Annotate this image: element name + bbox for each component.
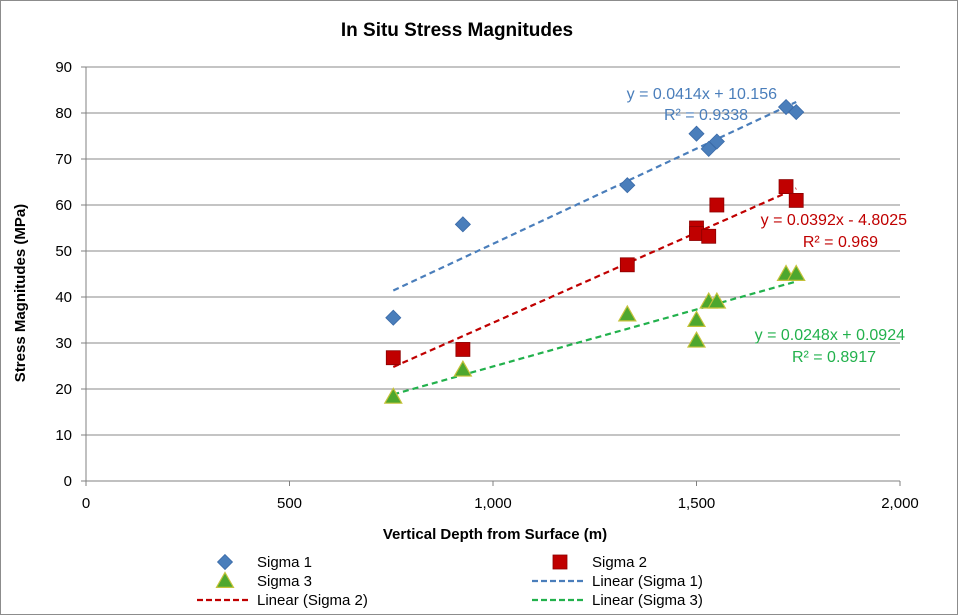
point-sigma-3 xyxy=(686,330,707,348)
point-sigma-1 xyxy=(385,309,402,326)
y-tick-label: 40 xyxy=(55,289,72,306)
legend-label-6: Linear (Sigma 3) xyxy=(592,592,703,609)
trend-equations: y = 0.0414x + 10.156 R² = 0.9338 y = 0.039… xyxy=(627,86,907,366)
point-sigma-2 xyxy=(709,197,725,213)
trend-equation-3: y = 0.0248x + 0.0924 xyxy=(755,327,905,344)
point-sigma-2 xyxy=(778,179,794,195)
data-points xyxy=(383,98,806,404)
point-sigma-1 xyxy=(688,125,705,142)
point-sigma-3 xyxy=(686,310,707,327)
x-tick-label: 1,500 xyxy=(678,495,716,512)
tick-labels: 0 10 20 30 40 50 60 70 80 90 0 500 1,000 1,500 2,000 xyxy=(55,59,918,512)
point-sigma-2 xyxy=(619,257,635,273)
y-tick-label: 30 xyxy=(55,335,72,352)
point-sigma-1 xyxy=(454,216,471,233)
chart-title: In Situ Stress Magnitudes xyxy=(341,20,573,41)
point-sigma-2 xyxy=(701,228,717,244)
axes xyxy=(81,66,901,486)
trendline-sigma-1 xyxy=(392,100,797,292)
x-tick-label: 500 xyxy=(277,495,302,512)
y-tick-label: 90 xyxy=(55,59,72,76)
point-sigma-3 xyxy=(453,359,473,377)
legend-label-1: Sigma 1 xyxy=(257,554,312,571)
x-axis-title: Vertical Depth from Surface (m) xyxy=(383,526,607,543)
y-tick-label: 20 xyxy=(55,381,72,398)
point-sigma-2 xyxy=(455,342,471,357)
y-axis-title: Stress Magnitudes (MPa) xyxy=(12,204,29,382)
point-sigma-1 xyxy=(708,133,725,150)
legend-marker-3 xyxy=(215,571,235,588)
y-tick-label: 50 xyxy=(55,243,72,260)
legend-label-5: Linear (Sigma 2) xyxy=(257,592,368,609)
y-tick-label: 0 xyxy=(64,473,72,490)
y-tick-label: 60 xyxy=(55,197,72,214)
point-sigma-3 xyxy=(707,291,727,309)
trend-equation-1: y = 0.0414x + 10.156 xyxy=(627,86,777,103)
legend-label-2: Sigma 2 xyxy=(592,554,647,571)
y-tick-label: 10 xyxy=(55,427,72,444)
point-sigma-1 xyxy=(619,177,636,194)
point-sigma-2 xyxy=(385,350,401,366)
point-sigma-1 xyxy=(788,104,805,121)
trendline-sigma-2 xyxy=(392,187,797,368)
legend: Sigma 1 Sigma 2 Sigma 3 Linear (Sigma 1) Lin… xyxy=(197,553,703,609)
y-tick-label: 80 xyxy=(55,105,72,122)
point-sigma-3 xyxy=(617,304,637,322)
trendline-sigma-3 xyxy=(392,280,797,396)
x-tick-label: 1,000 xyxy=(474,495,512,512)
trend-r2-1: R² = 0.9338 xyxy=(664,107,748,124)
x-tick-label: 2,000 xyxy=(881,495,919,512)
gridlines xyxy=(86,66,900,436)
legend-marker-1 xyxy=(216,553,234,571)
y-tick-label: 70 xyxy=(55,151,72,168)
trendlines xyxy=(392,100,797,396)
trend-r2-2: R² = 0.969 xyxy=(803,234,878,251)
legend-marker-2 xyxy=(552,554,568,570)
legend-label-4: Linear (Sigma 1) xyxy=(592,573,703,590)
legend-label-3: Sigma 3 xyxy=(257,573,312,590)
trend-equation-2: y = 0.0392x - 4.8025 xyxy=(761,212,907,229)
point-sigma-3 xyxy=(786,264,806,281)
point-sigma-3 xyxy=(383,387,403,404)
trend-r2-3: R² = 0.8917 xyxy=(792,349,876,366)
point-sigma-2 xyxy=(788,192,804,208)
x-tick-label: 0 xyxy=(82,495,90,512)
